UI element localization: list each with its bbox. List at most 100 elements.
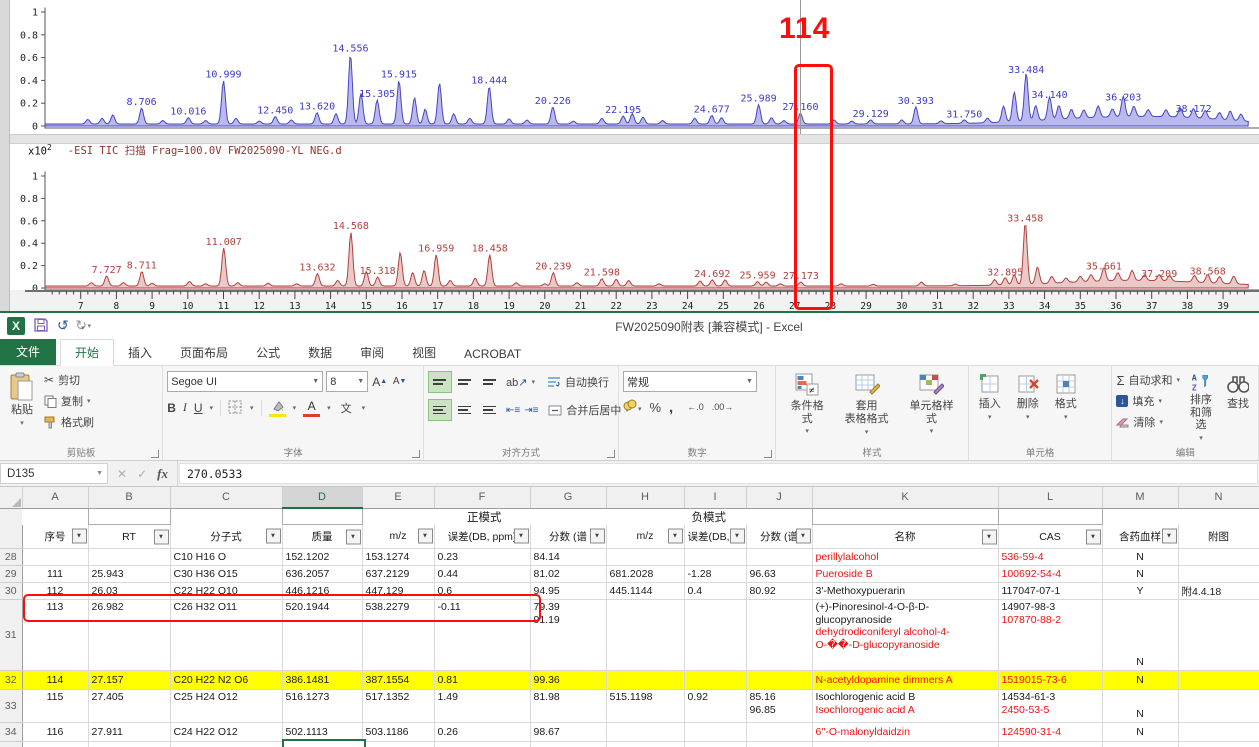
cell-H29[interactable]: 681.2028 [606, 566, 684, 583]
cell-H28[interactable] [606, 549, 684, 566]
cell-N30[interactable]: 附4.4.18 [1178, 583, 1259, 600]
cell-M33[interactable]: N [1102, 690, 1178, 723]
comma-style-button[interactable]: , [669, 399, 673, 416]
cell-I34[interactable] [684, 723, 746, 742]
cell-E32[interactable]: 387.1554 [362, 671, 434, 690]
align-right-button[interactable] [478, 399, 502, 421]
row-header-28[interactable]: 28 [0, 549, 22, 566]
header-cell-E[interactable]: m/z▼ [362, 525, 434, 549]
cell-A29[interactable]: 111 [22, 566, 88, 583]
cell-H34[interactable] [606, 723, 684, 742]
name-box[interactable]: D135▼ [0, 463, 108, 484]
cell-G34[interactable]: 98.67 [530, 723, 606, 742]
filter-button-L[interactable]: ▼ [1086, 529, 1101, 544]
cell-B32[interactable]: 27.157 [88, 671, 170, 690]
cell-C31[interactable]: C26 H32 O11 [170, 600, 282, 671]
negative-mode-banner[interactable]: 负模式 [606, 508, 812, 525]
font-color-button[interactable]: A [303, 398, 320, 417]
tab-file[interactable]: 文件 [0, 338, 56, 365]
cell-M1[interactable] [1102, 508, 1178, 525]
cell-F32[interactable]: 0.81 [434, 671, 530, 690]
row-header[interactable] [0, 508, 22, 525]
cell-G33[interactable]: 81.98 [530, 690, 606, 723]
cell-C-partial[interactable] [170, 742, 282, 747]
underline-button[interactable]: U [194, 401, 203, 415]
cell-N32[interactable] [1178, 671, 1259, 690]
cell-I30[interactable]: 0.4 [684, 583, 746, 600]
clipboard-dialog-launcher[interactable] [151, 450, 159, 458]
format-painter-button[interactable]: 格式刷 [44, 413, 94, 431]
cell-B29[interactable]: 25.943 [88, 566, 170, 583]
cell-B30[interactable]: 26.03 [88, 583, 170, 600]
cell-C29[interactable]: C30 H36 O15 [170, 566, 282, 583]
cell-L34[interactable]: 124590-31-4 [998, 723, 1102, 742]
cell-C1[interactable] [170, 508, 282, 525]
cell-I31[interactable] [684, 600, 746, 671]
filter-button-H[interactable]: ▼ [668, 529, 683, 544]
align-top-button[interactable] [428, 371, 452, 393]
cell-I33[interactable]: 0.92 [684, 690, 746, 723]
cell-B31[interactable]: 26.982 [88, 600, 170, 671]
cell-M30[interactable]: Y [1102, 583, 1178, 600]
cell-E29[interactable]: 637.2129 [362, 566, 434, 583]
cell-B28[interactable] [88, 549, 170, 566]
cell-F31[interactable]: -0.11 [434, 600, 530, 671]
cell-F28[interactable]: 0.23 [434, 549, 530, 566]
cell-K29[interactable]: Pueroside B [812, 566, 998, 583]
row-header[interactable] [0, 742, 22, 747]
cell-M32[interactable]: N [1102, 671, 1178, 690]
percent-style-button[interactable]: % [649, 400, 661, 415]
find-select-button[interactable]: 查找 [1222, 369, 1254, 445]
column-header-G[interactable]: G [530, 487, 606, 508]
cell-C33[interactable]: C25 H24 O12 [170, 690, 282, 723]
cell-styles-button[interactable]: 单元格样式▾ [899, 369, 964, 445]
header-cell-K[interactable]: 名称▼ [812, 525, 998, 549]
align-center-button[interactable] [453, 399, 477, 421]
active-cell-D135[interactable] [282, 739, 366, 747]
tab-page-layout[interactable]: 页面布局 [166, 340, 242, 365]
cell-F29[interactable]: 0.44 [434, 566, 530, 583]
borders-icon[interactable] [228, 400, 243, 415]
cell-J-partial[interactable] [746, 742, 812, 747]
save-icon[interactable] [34, 318, 48, 334]
fill-button[interactable]: ↓填充▾ [1116, 392, 1180, 410]
cell-F33[interactable]: 1.49 [434, 690, 530, 723]
cell-D33[interactable]: 516.1273 [282, 690, 362, 723]
insert-cells-button[interactable]: 插入▾ [973, 369, 1007, 445]
align-middle-button[interactable] [453, 371, 477, 393]
cell-H31[interactable] [606, 600, 684, 671]
font-name-combo[interactable]: Segoe UI▼ [167, 371, 323, 392]
column-header-L[interactable]: L [998, 487, 1102, 508]
cell-G30[interactable]: 94.95 [530, 583, 606, 600]
cell-E31[interactable]: 538.2279 [362, 600, 434, 671]
tab-view[interactable]: 视图 [398, 340, 450, 365]
wrap-text-button[interactable]: 自动换行 [547, 373, 609, 391]
cell-K34[interactable]: 6''-O-malonyldaidzin [812, 723, 998, 742]
cell-I-partial[interactable] [684, 742, 746, 747]
cell-J30[interactable]: 80.92 [746, 583, 812, 600]
filter-button-K[interactable]: ▼ [982, 529, 997, 544]
filter-button-C[interactable]: ▼ [266, 529, 281, 544]
grow-font-button[interactable]: A▲ [371, 374, 388, 390]
row-header-33[interactable]: 33 [0, 690, 22, 723]
cell-L29[interactable]: 100692-54-4 [998, 566, 1102, 583]
row-header-29[interactable]: 29 [0, 566, 22, 583]
cell-N34[interactable] [1178, 723, 1259, 742]
cell-N28[interactable] [1178, 549, 1259, 566]
cell-G-partial[interactable] [530, 742, 606, 747]
header-cell-D[interactable]: 质量▼ [282, 525, 362, 549]
cell-G32[interactable]: 99.36 [530, 671, 606, 690]
cell-J34[interactable] [746, 723, 812, 742]
conditional-formatting-button[interactable]: ≠ 条件格式▾ [780, 369, 834, 445]
cell-M34[interactable]: N [1102, 723, 1178, 742]
cell-B34[interactable]: 27.911 [88, 723, 170, 742]
filter-button-E[interactable]: ▼ [418, 529, 433, 544]
header-cell-G[interactable]: 分数 (谱▼ [530, 525, 606, 549]
cell-K-partial[interactable] [812, 742, 998, 747]
cancel-entry-icon[interactable]: ✕ [117, 467, 127, 481]
cell-E34[interactable]: 503.1186 [362, 723, 434, 742]
cell-L30[interactable]: 117047-07-1 [998, 583, 1102, 600]
cell-L28[interactable]: 536-59-4 [998, 549, 1102, 566]
